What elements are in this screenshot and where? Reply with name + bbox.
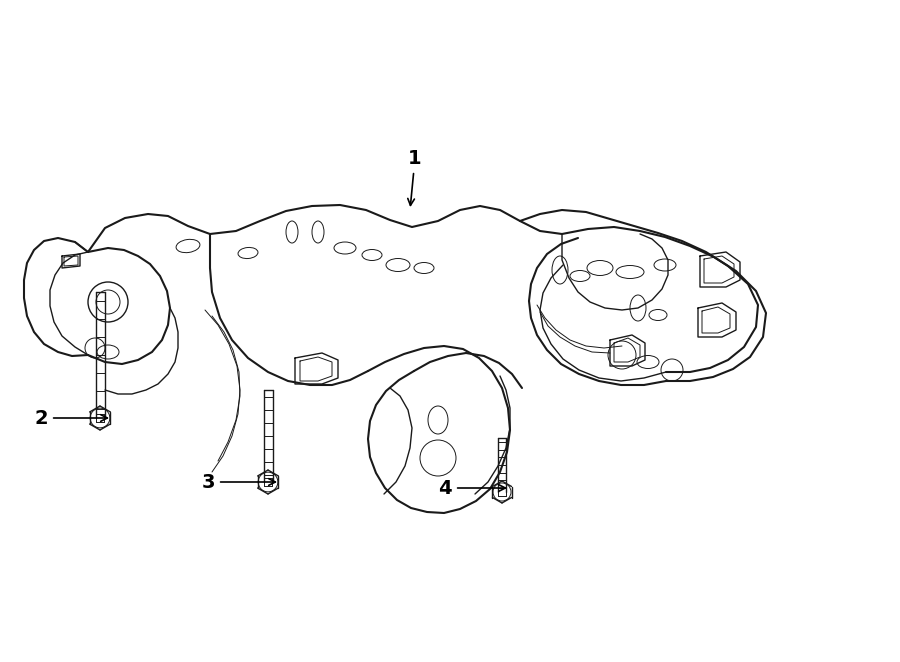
Text: 1: 1 [408, 149, 422, 205]
Text: 4: 4 [438, 479, 506, 498]
Text: 3: 3 [202, 473, 275, 491]
Text: 2: 2 [34, 408, 107, 428]
